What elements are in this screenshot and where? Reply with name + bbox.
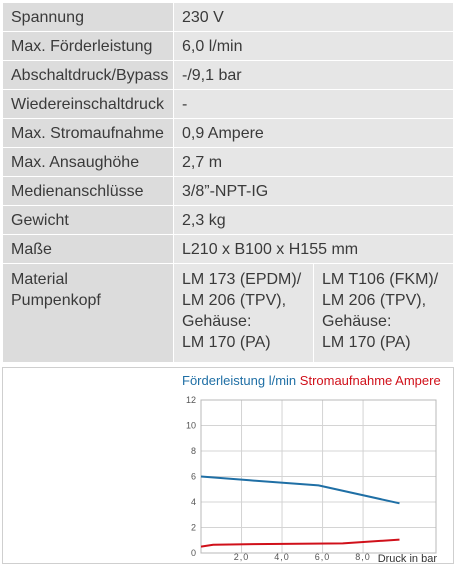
spec-label: Max. Stromaufnahme [2,118,174,148]
material-label-line: Material [11,271,68,288]
series-line-flow [200,475,400,505]
y-tick-label: 10 [186,421,196,431]
y-tick-label: 0 [191,548,196,558]
legend-series-current: Stromaufnahme Ampere [299,373,441,388]
performance-chart: Förderleistung l/min Stromaufnahme Amper… [2,367,454,564]
spec-row: Medienanschlüsse 3/8”-NPT-IG [2,176,454,206]
spec-row: Gewicht 2,3 kg [2,205,454,235]
spec-row: Max. Ansaughöhe 2,7 m [2,147,454,177]
legend-series-flow: Förderleistung l/min [182,373,297,388]
y-tick-label: 4 [191,497,196,507]
spec-row: Wiedereinschaltdruck - [2,89,454,119]
x-axis-label: Druck in bar [378,553,438,563]
material-option-b-line: Gehäuse: [322,313,392,330]
material-option-a-line: LM 173 (EPDM)/ [182,271,302,288]
x-tick-label: 2,0 [234,552,250,562]
x-tick-label: 4,0 [274,552,290,562]
spec-value: L210 x B100 x H155 mm [173,234,454,264]
chart-plot-area: 0 2 4 6 8 10 12 2,0 4,0 6,0 8,0 Druck in bar [186,395,438,563]
y-tick-label: 12 [186,395,196,405]
material-option-a-cell: LM 173 (EPDM)/ LM 206 (TPV), Gehäuse: LM… [173,263,314,363]
spec-value: 2,7 m [173,147,454,177]
chart-legend: Förderleistung l/min Stromaufnahme Amper… [182,373,441,388]
material-option-b-cell: LM T106 (FKM)/ LM 206 (TPV), Gehäuse: LM… [313,263,454,363]
spec-row-material: Material Pumpenkopf LM 173 (EPDM)/ LM 20… [2,263,454,363]
spec-label: Medienanschlüsse [2,176,174,206]
spec-value: 230 V [173,2,454,32]
x-tick-label: 6,0 [315,552,331,562]
spec-table-body: Spannung 230 V Max. Förderleistung 6,0 l/mi… [2,2,454,264]
spec-value: 3/8”-NPT-IG [173,176,454,206]
spec-value: 6,0 l/min [173,31,454,61]
x-tick-label: 8,0 [355,552,371,562]
spec-label: Abschaltdruck/Bypass [2,60,174,90]
spec-label: Gewicht [2,205,174,235]
material-option-b-line: LM 206 (TPV), [322,292,427,309]
material-option-a-line: Gehäuse: [182,313,252,330]
spec-value: -/9,1 bar [173,60,454,90]
spec-value: - [173,89,454,119]
y-tick-label: 8 [191,446,196,456]
spec-label: Spannung [2,2,174,32]
series-line-current [200,538,400,548]
spec-label: Maße [2,234,174,264]
spec-row: Spannung 230 V [2,2,454,32]
spec-value: 0,9 Ampere [173,118,454,148]
material-option-a-line: LM 170 (PA) [182,334,271,351]
spec-row: Abschaltdruck/Bypass -/9,1 bar [2,60,454,90]
spec-label: Wiedereinschaltdruck [2,89,174,119]
spec-label: Max. Förderleistung [2,31,174,61]
spec-label: Max. Ansaughöhe [2,147,174,177]
spec-row: Max. Förderleistung 6,0 l/min [2,31,454,61]
spec-row: Maße L210 x B100 x H155 mm [2,234,454,264]
spec-table: Spannung 230 V Max. Förderleistung 6,0 l/mi… [2,2,454,363]
material-option-b-line: LM T106 (FKM)/ [322,271,439,288]
material-label-cell: Material Pumpenkopf [2,263,174,363]
spec-value: 2,3 kg [173,205,454,235]
y-tick-label: 6 [191,472,196,482]
material-option-a-line: LM 206 (TPV), [182,292,287,309]
spec-table-material-section: Material Pumpenkopf LM 173 (EPDM)/ LM 20… [2,263,454,363]
y-tick-label: 2 [191,523,196,533]
spec-row: Max. Stromaufnahme 0,9 Ampere [2,118,454,148]
material-label-line: Pumpenkopf [11,292,101,309]
material-option-b-line: LM 170 (PA) [322,334,411,351]
